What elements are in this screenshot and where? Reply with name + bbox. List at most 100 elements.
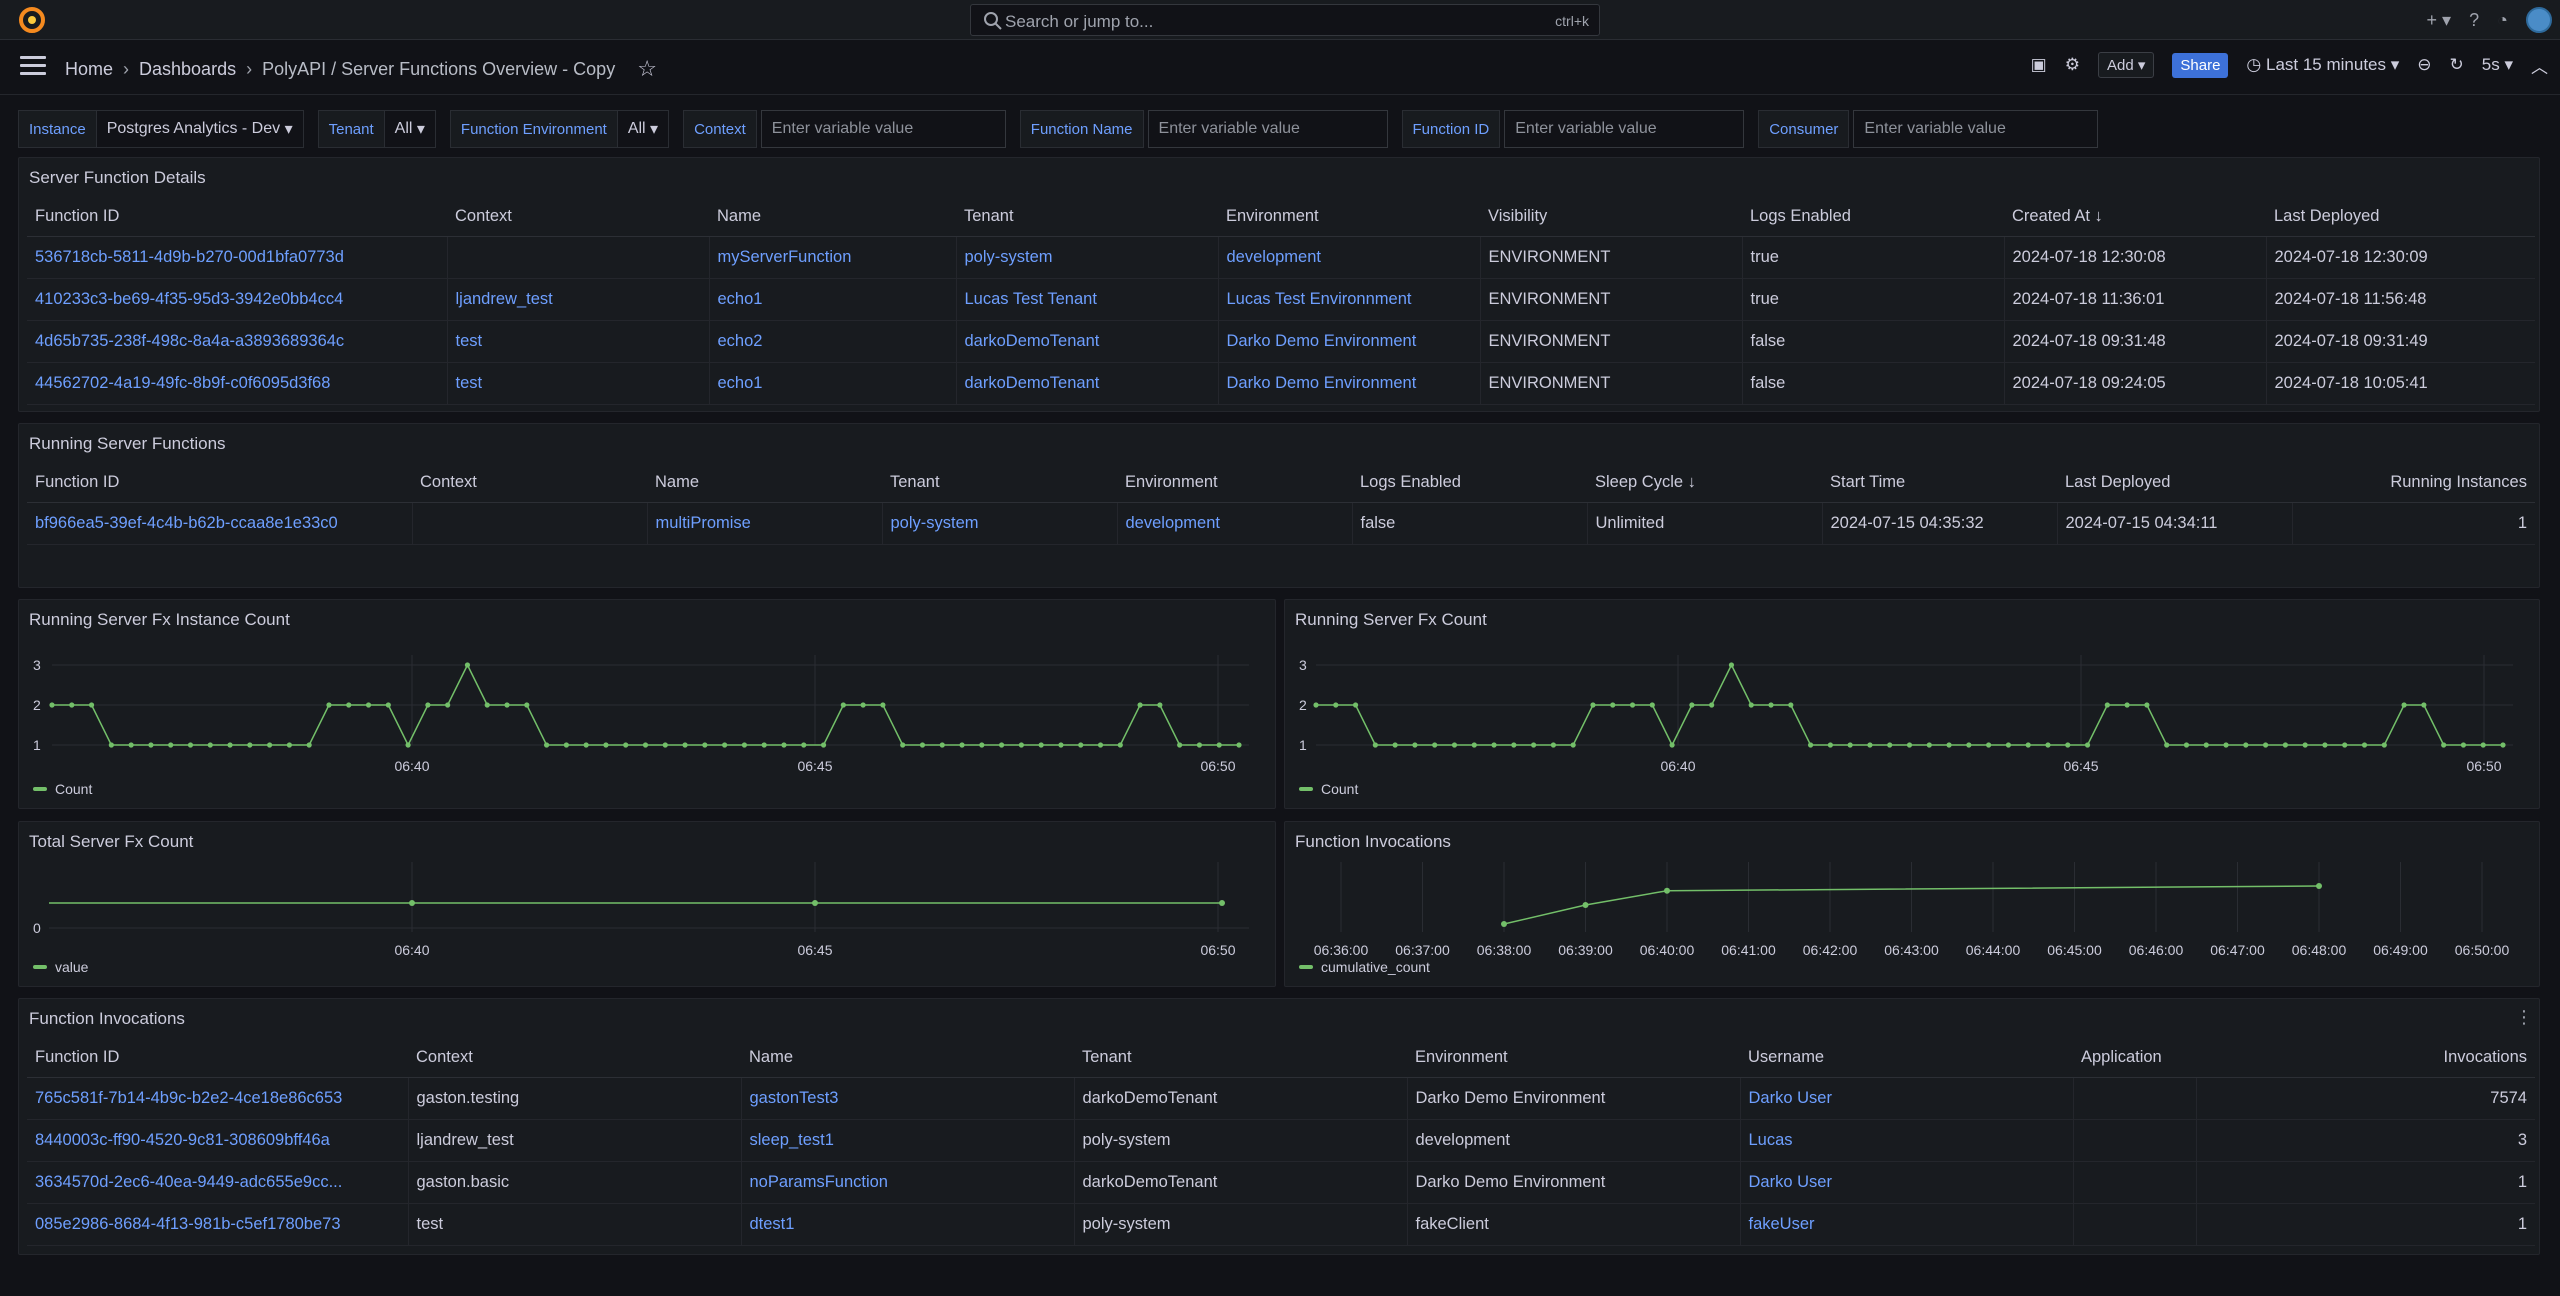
column-header[interactable]: Tenant <box>882 464 1117 503</box>
column-header[interactable]: Username <box>1740 1039 2073 1078</box>
table-cell[interactable]: Darko User <box>1739 1077 2073 1120</box>
table-cell[interactable]: Lucas <box>1739 1119 2073 1162</box>
table-cell[interactable]: noParamsFunction <box>740 1161 1074 1204</box>
table-cell[interactable]: Darko Demo Environment <box>1217 320 1480 363</box>
table-cell[interactable]: multiPromise <box>646 502 882 545</box>
context-input[interactable]: Enter variable value <box>760 110 1006 148</box>
column-header[interactable]: Context <box>447 198 709 237</box>
column-header[interactable]: Running Instances <box>2292 464 2535 503</box>
table-cell[interactable]: fakeUser <box>1739 1203 2073 1246</box>
table-cell[interactable]: Lucas Test Tenant <box>955 278 1218 321</box>
table-cell[interactable]: sleep_test1 <box>740 1119 1074 1162</box>
column-header[interactable]: Tenant <box>956 198 1218 237</box>
avatar[interactable] <box>2526 7 2552 33</box>
column-header[interactable]: Function ID <box>27 1039 408 1078</box>
column-header[interactable]: Name <box>647 464 882 503</box>
table-cell[interactable] <box>446 236 709 279</box>
table-cell[interactable]: 44562702-4a19-49fc-8b9f-c0f6095d3f68 <box>27 362 447 405</box>
column-header[interactable]: Context <box>408 1039 741 1078</box>
column-header[interactable]: Function ID <box>27 464 412 503</box>
chart-legend[interactable]: cumulative_count <box>1299 959 1430 975</box>
column-header[interactable]: Environment <box>1117 464 1352 503</box>
table-cell[interactable]: test <box>446 320 709 363</box>
function-name-input[interactable]: Enter variable value <box>1147 110 1388 148</box>
table-cell[interactable]: 410233c3-be69-4f35-95d3-3942e0bb4cc4 <box>27 278 447 321</box>
column-header[interactable]: Name <box>709 198 956 237</box>
column-header[interactable]: Name <box>741 1039 1074 1078</box>
table-cell[interactable]: test <box>446 362 709 405</box>
column-header[interactable]: Last Deployed <box>2057 464 2292 503</box>
time-picker[interactable]: ◷ Last 15 minutes ▾ <box>2246 55 2400 74</box>
save-icon[interactable]: ▣ <box>2030 55 2047 74</box>
breadcrumb-dashboards[interactable]: Dashboards <box>139 58 237 79</box>
variable-select[interactable]: All ▾ <box>617 110 670 148</box>
column-header[interactable]: Created At ↓ <box>2004 198 2266 237</box>
column-header[interactable]: Environment <box>1407 1039 1740 1078</box>
table-cell[interactable]: Darko Demo Environment <box>1217 362 1480 405</box>
table-cell[interactable]: Darko User <box>1739 1161 2073 1204</box>
column-header[interactable]: Tenant <box>1074 1039 1407 1078</box>
chart-legend[interactable]: value <box>33 959 88 975</box>
table-cell[interactable]: Lucas Test Environnment <box>1217 278 1480 321</box>
column-header[interactable]: Logs Enabled <box>1742 198 2004 237</box>
table-cell[interactable]: 8440003c-ff90-4520-9c81-308609bff46a <box>27 1119 408 1162</box>
chart-legend[interactable]: Count <box>1299 781 1358 797</box>
table-cell[interactable]: darkoDemoTenant <box>955 320 1218 363</box>
table-cell[interactable]: ljandrew_test <box>446 278 709 321</box>
table-cell[interactable]: echo2 <box>708 320 956 363</box>
panel-menu-icon[interactable]: ⋮ <box>2515 1007 2533 1027</box>
table-cell[interactable]: bf966ea5-39ef-4c4b-b62b-ccaa8e1e33c0 <box>27 502 412 545</box>
table-cell[interactable]: echo1 <box>708 278 956 321</box>
table-cell[interactable]: dtest1 <box>740 1203 1074 1246</box>
data-point <box>1748 702 1754 708</box>
grafana-logo-icon[interactable] <box>18 6 46 34</box>
add-button[interactable]: Add ▾ <box>2097 52 2155 78</box>
table-cell[interactable]: myServerFunction <box>708 236 956 279</box>
variable-select[interactable]: Postgres Analytics - Dev ▾ <box>96 110 304 148</box>
gear-icon[interactable]: ⚙ <box>2064 55 2080 74</box>
column-header[interactable]: Last Deployed <box>2266 198 2535 237</box>
table-cell[interactable]: echo1 <box>708 362 956 405</box>
search-input[interactable]: Search or jump to... ctrl+k <box>970 4 1600 36</box>
table-cell[interactable]: poly-system <box>955 236 1218 279</box>
table-cell[interactable]: darkoDemoTenant <box>955 362 1218 405</box>
column-header[interactable]: Application <box>2073 1039 2196 1078</box>
variable-select[interactable]: All ▾ <box>384 110 436 148</box>
data-point <box>2005 742 2012 748</box>
table-row: bf966ea5-39ef-4c4b-b62b-ccaa8e1e33c0 mult… <box>27 502 2535 545</box>
refresh-icon[interactable]: ↻ <box>2449 55 2464 74</box>
help-icon[interactable]: ? <box>2469 9 2480 30</box>
table-cell[interactable]: 4d65b735-238f-498c-8a4a-a3893689364c <box>27 320 447 363</box>
consumer-input[interactable]: Enter variable value <box>1853 110 2099 148</box>
table-cell[interactable]: poly-system <box>881 502 1117 545</box>
x-tick-label: 06:43:00 <box>1884 942 1939 958</box>
table-cell[interactable]: development <box>1116 502 1352 545</box>
column-header[interactable]: Logs Enabled <box>1352 464 1587 503</box>
chart-legend[interactable]: Count <box>33 781 92 797</box>
table-cell[interactable]: 765c581f-7b14-4b9c-b2e2-4ce18e86c653 <box>27 1077 408 1120</box>
zoom-out-icon[interactable]: ⊖ <box>2417 55 2432 74</box>
table-cell[interactable]: 085e2986-8684-4f13-981b-c5ef1780be73 <box>27 1203 408 1246</box>
rss-icon[interactable]: ◔ <box>2497 9 2508 30</box>
column-header[interactable]: Sleep Cycle ↓ <box>1587 464 1822 503</box>
column-header[interactable]: Start Time <box>1822 464 2057 503</box>
menu-icon[interactable] <box>20 56 46 78</box>
plus-icon[interactable]: + ▾ <box>2426 9 2452 30</box>
table-cell[interactable]: 3634570d-2ec6-40ea-9449-adc655e9cc... <box>27 1161 408 1204</box>
data-point <box>2302 742 2308 748</box>
column-header[interactable]: Environment <box>1218 198 1480 237</box>
table-cell[interactable]: 536718cb-5811-4d9b-b270-00d1bfa0773d <box>27 236 447 279</box>
legend-label: cumulative_count <box>1321 959 1430 975</box>
table-cell[interactable]: development <box>1217 236 1480 279</box>
collapse-icon[interactable]: ︿ <box>2531 57 2548 77</box>
function-id-input[interactable]: Enter variable value <box>1504 110 1745 148</box>
star-icon[interactable]: ☆ <box>637 56 657 81</box>
share-button[interactable]: Share <box>2172 52 2229 78</box>
column-header[interactable]: Invocations <box>2196 1039 2535 1078</box>
refresh-interval-picker[interactable]: 5s ▾ <box>2481 55 2513 74</box>
column-header[interactable]: Context <box>412 464 647 503</box>
column-header[interactable]: Visibility <box>1480 198 1742 237</box>
column-header[interactable]: Function ID <box>27 198 447 237</box>
breadcrumb-home[interactable]: Home <box>65 58 114 79</box>
table-cell[interactable]: gastonTest3 <box>740 1077 1074 1120</box>
